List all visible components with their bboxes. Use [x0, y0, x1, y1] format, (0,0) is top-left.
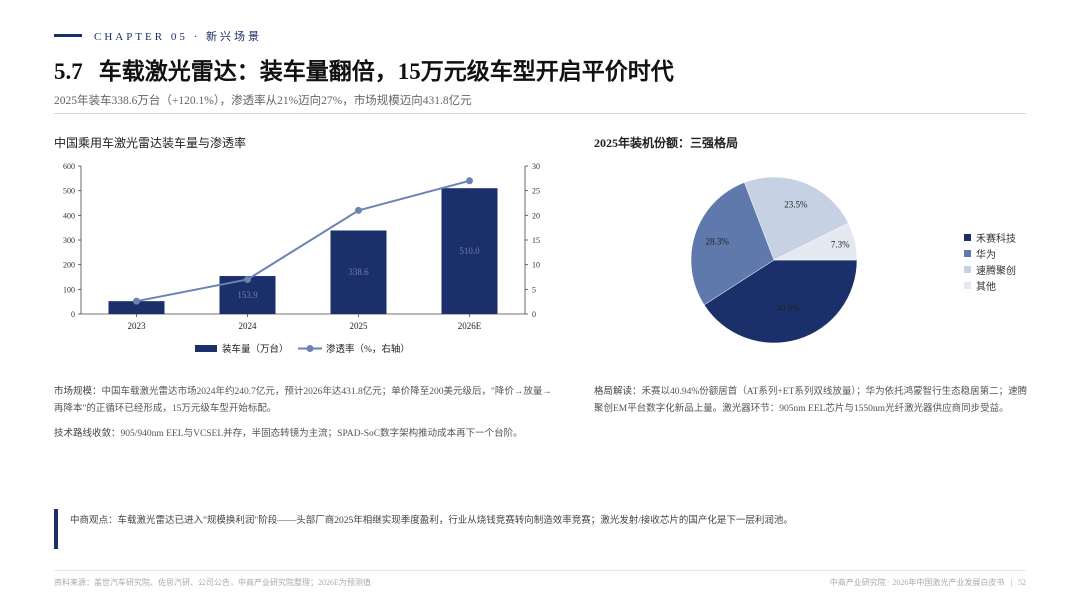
bar-data-label: 338.6	[348, 267, 369, 277]
chapter-accent-bar	[54, 34, 82, 37]
bar-chart-title: 中国乘用车激光雷达装车量与渗透率	[54, 136, 247, 150]
pie-legend: 禾赛科技华为速腾聚创其他	[964, 229, 1016, 293]
bar-data-label: 510.0	[459, 246, 480, 256]
y-tick-label: 300	[63, 236, 75, 245]
y2-tick-label: 10	[532, 261, 540, 270]
y2-tick-label: 15	[532, 236, 540, 245]
pie-value-label: 28.3%	[706, 236, 730, 246]
pie-legend-item: 速腾聚创	[964, 261, 1016, 277]
y2-tick-label: 25	[532, 187, 540, 196]
x-tick-label: 2024	[239, 321, 258, 331]
landscape-text: 禾赛以40.94%份额居首（AT系列+ET系列双线放量）；华为依托鸿蒙智行生态稳…	[594, 387, 1028, 414]
market-size-label: 市场规模：	[54, 387, 102, 397]
footer-separator: |	[1010, 578, 1012, 587]
tech-route-paragraph: 技术路线收敛：905/940nm EEL与VCSEL并存，半固态转镜为主流；SP…	[54, 426, 554, 443]
callout-accent-bar	[54, 509, 58, 549]
pie-legend-item: 华为	[964, 245, 1016, 261]
pie-legend-label: 华为	[976, 249, 996, 261]
landscape-paragraph: 格局解读：禾赛以40.94%份额居首（AT系列+ET系列双线放量）；华为依托鸿蒙…	[594, 384, 1028, 418]
footer-publisher-block: 中商产业研究院 · 2026年中国激光产业发展白皮书 | 52	[830, 577, 1026, 588]
pie-legend-swatch	[964, 265, 971, 273]
section-number: 5.7	[54, 59, 83, 84]
pie-chart: 40.9% 28.3% 23.5% 7.3% 禾赛科技华为速腾聚创其他	[594, 160, 1034, 360]
callout-text: 中商观点：车载激光雷达已进入"规模换利润"阶段——头部厂商2025年相继实现季度…	[70, 512, 793, 526]
pie-legend-label: 其他	[976, 281, 996, 293]
pie-value-label: 23.5%	[784, 199, 808, 209]
pie-legend-swatch	[964, 281, 971, 289]
y2-tick-label: 30	[532, 162, 540, 171]
x-tick-label: 2025	[350, 321, 369, 331]
callout-label: 中商观点：	[70, 516, 118, 526]
y2-tick-label: 0	[532, 310, 536, 319]
pie-legend-swatch	[964, 249, 971, 257]
y2-tick-label: 5	[532, 285, 536, 294]
y-tick-label: 500	[63, 187, 75, 196]
title-text: 车载激光雷达：装车量翻倍，15万元级车型开启平价时代	[98, 59, 674, 84]
pie-chart-svg: 40.9% 28.3% 23.5% 7.3%	[690, 176, 858, 344]
y2-tick-label: 20	[532, 211, 540, 220]
footer-source: 资料来源：盖世汽车研究院、佐思汽研、公司公告，中商产业研究院整理；2026E为预…	[54, 578, 371, 587]
bar-line-chart: 0 100 200 300 400 500 600 0 5 10 15 20 25 30 2023 153.9…	[54, 158, 554, 363]
pie-legend-swatch	[964, 233, 971, 241]
pie-value-label: 40.9%	[776, 303, 800, 313]
pie-legend-item: 其他	[964, 277, 1016, 293]
legend-bar-label: 装车量（万台）	[222, 343, 289, 355]
tech-route-label: 技术路线收敛：	[54, 429, 121, 439]
x-tick-label: 2023	[128, 321, 147, 331]
pie-legend-label: 禾赛科技	[976, 233, 1016, 245]
footer-publisher: 中商产业研究院 · 2026年中国激光产业发展白皮书	[829, 578, 1005, 587]
tech-route-text: 905/940nm EEL与VCSEL并存，半固态转镜为主流；SPAD-SoC数…	[120, 429, 523, 439]
analyst-view-callout: 中商观点：车载激光雷达已进入"规模换利润"阶段——头部厂商2025年相继实现季度…	[54, 509, 1026, 549]
bar-chart-svg: 01002003004005006000510152025302023153.9…	[63, 162, 540, 355]
y-tick-label: 400	[63, 211, 75, 220]
x-tick-label: 2026E	[458, 321, 482, 331]
pie-slice-1	[690, 182, 775, 306]
callout-body: 车载激光雷达已进入"规模换利润"阶段——头部厂商2025年相继实现季度盈利，行业…	[117, 516, 793, 526]
penetration-line	[136, 179, 470, 303]
y-tick-label: 200	[63, 261, 75, 270]
page-subtitle: 2025年装车338.6万台（+120.1%），渗透率从21%迈向27%，市场规…	[54, 95, 472, 107]
penetration-point-2023	[133, 297, 140, 305]
legend-line-label: 渗透率（%，右轴）	[326, 343, 410, 355]
pie-value-label: 7.3%	[831, 240, 850, 250]
penetration-point-2026E	[466, 177, 473, 185]
legend-bar-swatch	[195, 345, 217, 352]
pie-slice-2	[744, 176, 849, 261]
y-tick-label: 100	[63, 285, 75, 294]
bar-data-label: 153.9	[237, 290, 258, 300]
footer-divider	[54, 570, 1026, 571]
pie-slice-0	[703, 259, 858, 344]
landscape-label: 格局解读：	[594, 387, 642, 397]
market-size-paragraph: 市场规模：中国车载激光雷达市场2024年约240.7亿元，预计2026年达431…	[54, 384, 554, 418]
market-size-text: 中国车载激光雷达市场2024年约240.7亿元，预计2026年达431.8亿元；…	[54, 387, 552, 414]
pie-legend-item: 禾赛科技	[964, 229, 1016, 245]
page-title: 5.7 车载激光雷达：装车量翻倍，15万元级车型开启平价时代	[54, 52, 674, 86]
legend-line-marker	[306, 345, 314, 352]
header-divider	[54, 113, 1026, 114]
page-number: 52	[1018, 578, 1026, 587]
pie-legend-label: 速腾聚创	[976, 265, 1016, 277]
penetration-point-2024	[244, 275, 251, 283]
bar-2025	[330, 230, 387, 314]
y-tick-label: 0	[71, 310, 75, 319]
bar-2026E	[441, 188, 498, 314]
penetration-point-2025	[355, 206, 362, 214]
pie-slice-3	[773, 222, 858, 261]
bar-2023	[108, 301, 165, 314]
pie-chart-title: 2025年装机份额：三强格局	[594, 136, 739, 150]
chapter-label: CHAPTER 05 · 新兴场景	[94, 31, 263, 43]
y-tick-label: 600	[63, 162, 75, 171]
